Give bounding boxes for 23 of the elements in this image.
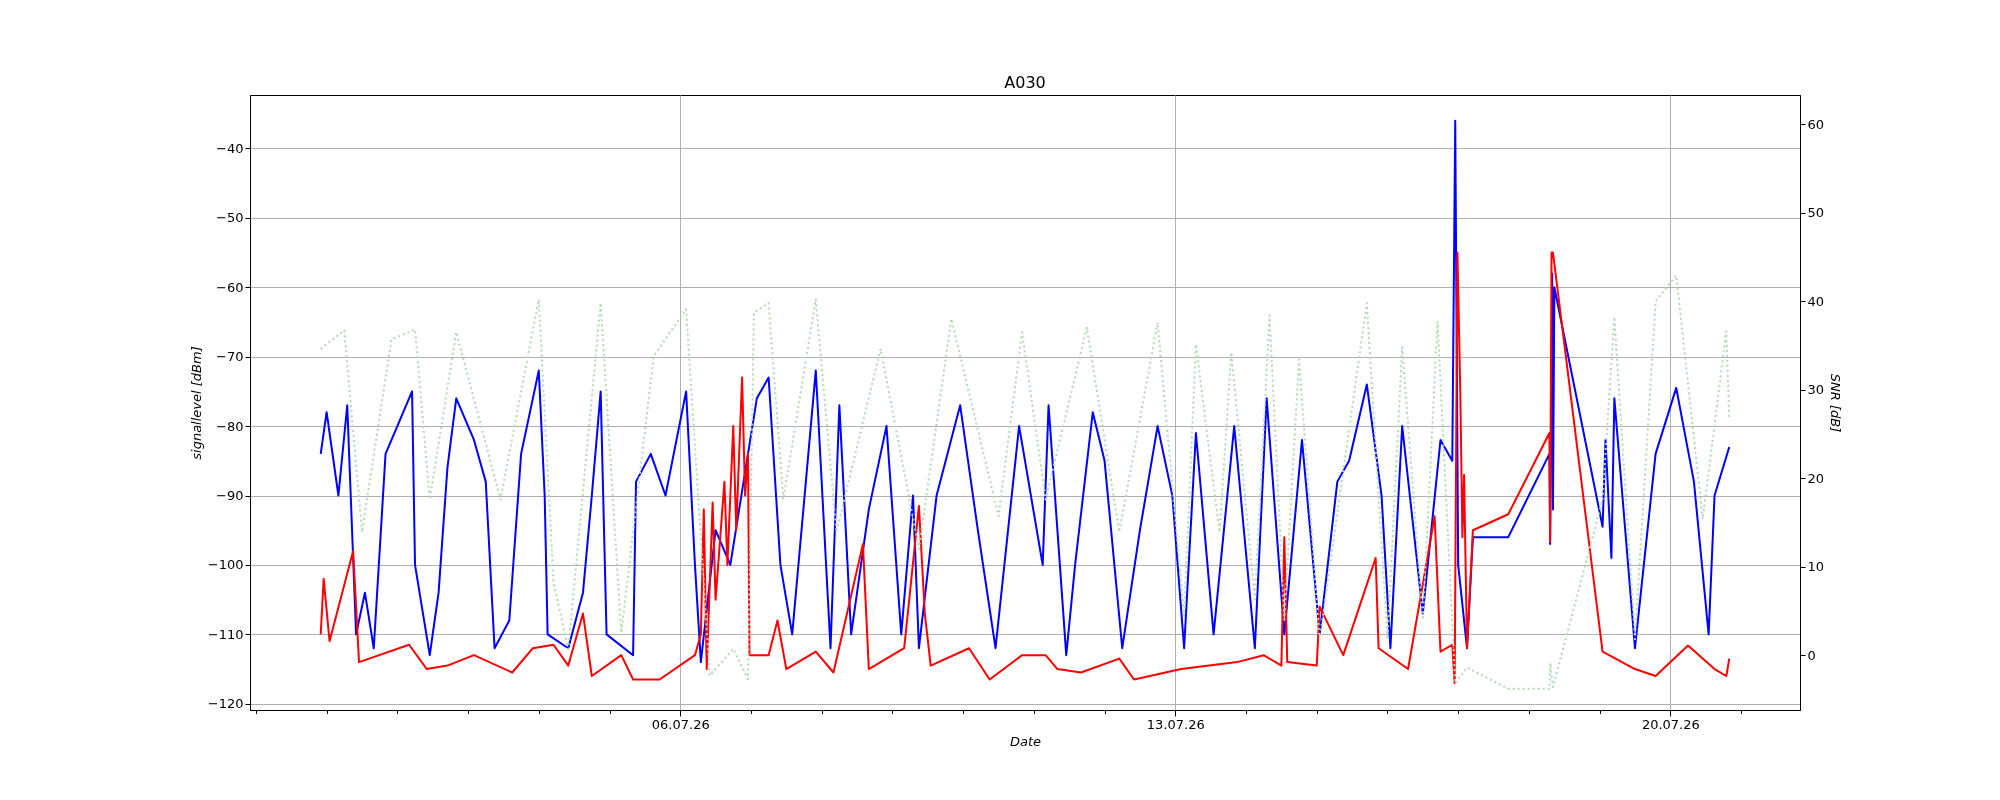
y-tick-label: −100 <box>207 557 244 573</box>
y-tick-label: −80 <box>216 418 244 434</box>
y-axis-title: signallevel [dBm] <box>188 346 204 460</box>
y2-tick-label: 30 <box>1807 382 1825 398</box>
y-tick-label: −50 <box>216 210 244 226</box>
y2-tick-label: 40 <box>1807 293 1825 309</box>
x-tick-label: 06.07.26 <box>651 716 710 732</box>
y2-tick-label: 60 <box>1807 116 1825 132</box>
y-tick-label: −60 <box>216 279 244 295</box>
y-tick-label: −70 <box>216 349 244 365</box>
y2-tick-label: 50 <box>1807 205 1825 221</box>
y2-tick-label: 0 <box>1807 647 1816 663</box>
x-tick-label: 13.07.26 <box>1146 716 1205 732</box>
y-tick-label: −110 <box>207 626 244 642</box>
y2-tick-label: 20 <box>1807 470 1825 486</box>
x-axis-title: Date <box>1009 733 1042 749</box>
y-tick-label: −120 <box>207 696 244 712</box>
chart-title: A030 <box>1004 73 1046 92</box>
y2-tick-label: 10 <box>1807 559 1825 575</box>
x-tick-label: 20.07.26 <box>1641 716 1700 732</box>
y-tick-label: −40 <box>216 140 244 156</box>
y-tick-label: −90 <box>216 488 244 504</box>
y2-axis-title: SNR [dB] <box>1828 373 1844 433</box>
